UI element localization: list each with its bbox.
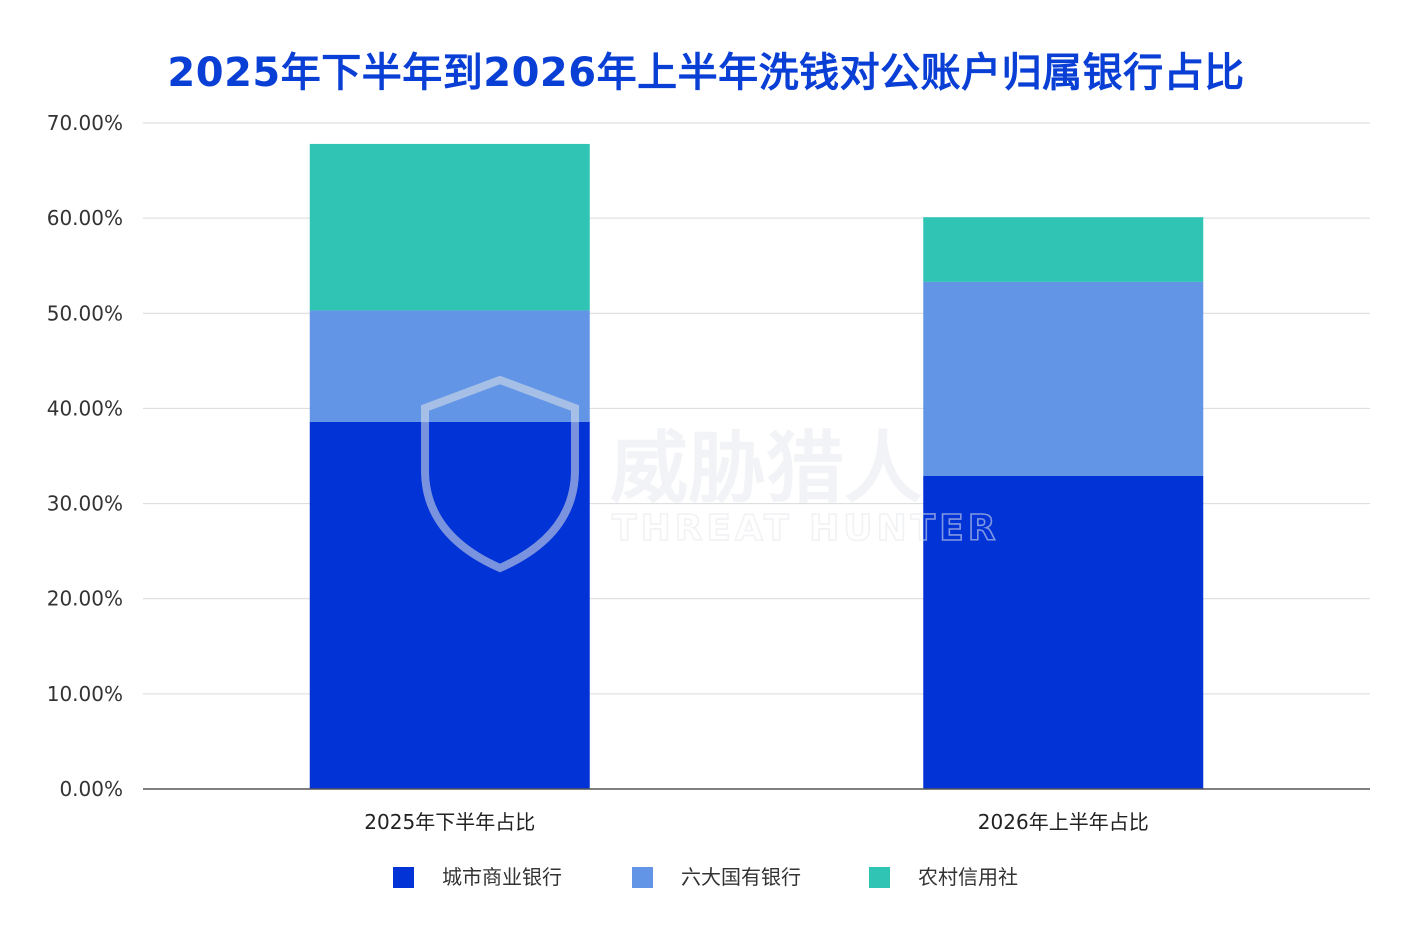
- bar-segment: [309, 310, 590, 422]
- legend-label: 六大国有银行: [681, 865, 801, 889]
- y-tick-label: 60.00%: [47, 206, 123, 230]
- y-tick-label: 50.00%: [47, 301, 123, 325]
- bar-segment: [923, 217, 1204, 282]
- y-tick-label: 10.00%: [47, 682, 123, 706]
- legend-swatch: [393, 867, 414, 888]
- legend-swatch: [632, 867, 653, 888]
- y-tick-label: 70.00%: [47, 111, 123, 135]
- x-category-label: 2025年下半年占比: [364, 810, 535, 834]
- legend-swatch: [869, 867, 890, 888]
- bar-segment: [309, 421, 590, 789]
- bar-segment: [923, 475, 1204, 789]
- y-tick-label: 20.00%: [47, 587, 123, 611]
- x-category-label: 2026年上半年占比: [978, 810, 1149, 834]
- bar-segment: [923, 281, 1204, 476]
- watermark-shield-icon: [421, 375, 579, 573]
- legend-label: 城市商业银行: [442, 865, 562, 889]
- bar-segment: [309, 143, 590, 311]
- watermark-text-en: THREAT HUNTER: [612, 508, 1000, 549]
- y-tick-label: 30.00%: [47, 492, 123, 516]
- y-tick-label: 0.00%: [59, 777, 123, 801]
- chart-title: 2025年下半年到2026年上半年洗钱对公账户归属银行占比: [167, 50, 1245, 96]
- watermark-text-cn: 威胁猎人: [610, 424, 922, 514]
- legend-label: 农村信用社: [918, 865, 1018, 889]
- y-tick-label: 40.00%: [47, 396, 123, 420]
